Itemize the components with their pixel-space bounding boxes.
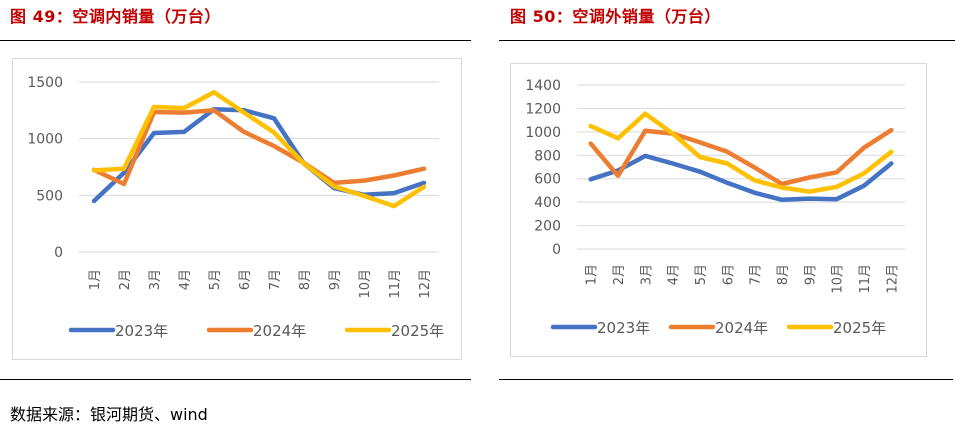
x-tick-label: 8月 (776, 264, 791, 285)
x-tick-label: 3月 (639, 264, 654, 285)
series-line-2024 (588, 127, 894, 187)
legend-label: 2023年 (597, 319, 650, 337)
x-tick-label: 10月 (831, 264, 846, 294)
x-tick-label: 6月 (721, 264, 736, 285)
x-tick-label: 4月 (178, 269, 193, 290)
x-tick-label: 5月 (208, 269, 223, 290)
x-tick-label: 7月 (268, 269, 283, 290)
title-rule-right (499, 40, 955, 41)
series-line-2023 (588, 153, 894, 203)
x-tick-label: 11月 (388, 269, 403, 299)
chart-domestic-svg: 0 500 1000 1500 1月 2月 3月 4月 5月 6月 7月 8月 9月 10月 11月 12月 2… (27, 75, 444, 340)
bottom-rule-right (499, 379, 953, 380)
chart-title-domestic: 图 49：空调内销量（万台） (10, 7, 221, 26)
x-tick-label: 1月 (88, 269, 103, 290)
legend-label: 2025年 (391, 322, 444, 340)
x-tick-label: 1月 (585, 264, 600, 285)
x-tick-label: 6月 (238, 269, 253, 290)
series-line-2023 (91, 106, 427, 204)
series-line-2025 (588, 111, 894, 194)
x-tick-label: 9月 (328, 269, 343, 290)
x-tick-label: 2月 (612, 264, 627, 285)
x-tick-label: 3月 (148, 269, 163, 290)
x-tick-label: 9月 (803, 264, 818, 285)
y-tick-label: 0 (54, 245, 63, 261)
y-tick-label: 500 (36, 188, 63, 204)
y-tick-label: 1500 (27, 75, 63, 91)
x-tick-label: 7月 (749, 264, 764, 285)
x-tick-label: 5月 (694, 264, 709, 285)
x-tick-label: 4月 (667, 264, 682, 285)
y-tick-label: 200 (534, 219, 561, 235)
series-line-2024 (91, 108, 427, 187)
legend-label: 2023年 (115, 322, 168, 340)
y-tick-label: 1000 (27, 132, 63, 148)
x-tick-label: 11月 (858, 264, 873, 294)
chart-title-export: 图 50：空调外销量（万台） (510, 7, 721, 26)
title-rule-left (0, 40, 471, 41)
y-tick-label: 400 (534, 195, 561, 211)
chart-domestic: 0 500 1000 1500 1月 2月 3月 4月 5月 6月 7月 8月 9月 10月 11月 12月 2… (12, 58, 462, 360)
x-tick-label: 10月 (358, 269, 373, 299)
y-tick-label: 1200 (525, 101, 561, 117)
y-tick-label: 800 (534, 148, 561, 164)
bottom-rule-left (0, 379, 471, 380)
legend-label: 2025年 (833, 319, 886, 337)
x-tick-label: 12月 (885, 264, 900, 294)
y-tick-label: 1400 (525, 78, 561, 94)
y-tick-label: 0 (552, 242, 561, 258)
y-tick-label: 600 (534, 172, 561, 188)
y-tick-label: 1000 (525, 125, 561, 141)
chart-export: 0 200 400 600 800 1000 1200 1400 1月 2月 3月 4月 5月 6月 7月 8… (510, 63, 927, 357)
legend-label: 2024年 (253, 322, 306, 340)
x-tick-label: 8月 (298, 269, 313, 290)
x-tick-label: 2月 (118, 269, 133, 290)
legend-label: 2024年 (715, 319, 768, 337)
data-source-note: 数据来源：银河期货、wind (10, 405, 208, 424)
series-line-2025 (91, 89, 427, 209)
x-tick-label: 12月 (418, 269, 433, 299)
chart-export-svg: 0 200 400 600 800 1000 1200 1400 1月 2月 3月 4月 5月 6月 7月 8… (525, 78, 905, 337)
